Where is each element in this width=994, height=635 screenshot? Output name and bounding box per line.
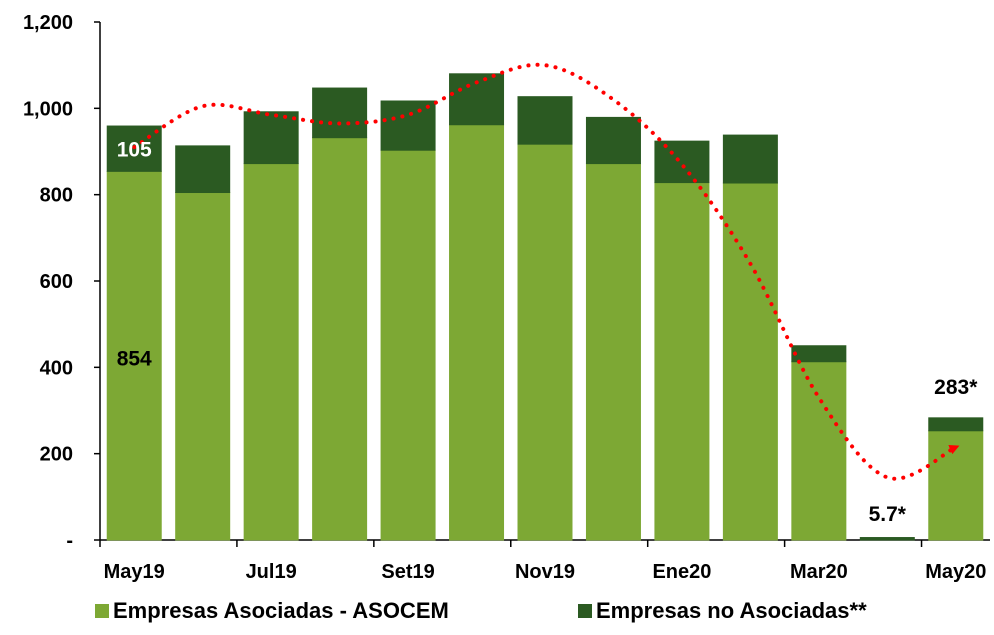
bar-asociadas <box>312 137 368 541</box>
bar-asociadas <box>175 192 231 541</box>
x-tick-label: May19 <box>104 561 165 583</box>
y-axis: - 200 400 600 800 1,000 1,200 <box>23 12 101 552</box>
bar-no-asociadas <box>791 345 847 363</box>
bar-asociadas <box>106 170 162 541</box>
data-label: 105 <box>117 138 152 161</box>
bar-asociadas <box>722 182 778 541</box>
legend-label-no-asociadas: Empresas no Asociadas** <box>596 598 867 623</box>
y-tick-label: 400 <box>40 357 73 379</box>
x-tick-label: Jul19 <box>246 561 297 583</box>
bar-asociadas <box>517 143 573 541</box>
y-tick-label: 200 <box>40 444 73 466</box>
bar-no-asociadas <box>585 116 641 165</box>
bar-asociadas <box>585 163 641 541</box>
bar-no-asociadas <box>175 145 231 194</box>
trend-path <box>132 62 960 481</box>
bar-no-asociadas <box>722 134 778 184</box>
bar-no-asociadas <box>243 111 299 165</box>
bar-asociadas <box>928 430 984 541</box>
bar-asociadas <box>791 361 847 541</box>
data-label: 5.7* <box>869 503 907 526</box>
x-tick-label: Ene20 <box>652 561 711 583</box>
x-tick-label: Nov19 <box>515 561 575 583</box>
bar-asociadas <box>449 124 505 541</box>
data-label: 283* <box>934 376 978 399</box>
data-label: 854 <box>117 348 152 371</box>
bars <box>106 73 984 541</box>
legend-item-no-asociadas: Empresas no Asociadas** <box>578 598 867 624</box>
y-tick-label: 1,200 <box>23 12 73 34</box>
y-tick-label: 1,000 <box>23 98 73 120</box>
legend-item-asociadas: Empresas Asociadas - ASOCEM <box>95 598 449 624</box>
bar-asociadas <box>243 163 299 541</box>
annotations: 105 854 5.7* 283* <box>117 138 978 526</box>
bar-no-asociadas <box>928 417 984 432</box>
legend-label-asociadas: Empresas Asociadas - ASOCEM <box>113 598 449 623</box>
x-tick-label: Set19 <box>381 561 434 583</box>
bar-asociadas <box>654 182 710 541</box>
trend-line <box>132 62 960 481</box>
y-tick-label: - <box>66 530 73 552</box>
bar-asociadas <box>380 149 436 541</box>
x-tick-label: May20 <box>925 561 986 583</box>
x-axis: May19 Jul19 Set19 Nov19 Ene20 Mar20 May20 <box>99 539 990 583</box>
x-tick-label: Mar20 <box>790 561 848 583</box>
bar-no-asociadas <box>859 537 915 541</box>
bar-no-asociadas <box>312 87 368 139</box>
bar-no-asociadas <box>380 100 436 151</box>
bar-no-asociadas <box>654 140 710 184</box>
legend-swatch-no-asociadas <box>578 604 592 618</box>
y-tick-label: 800 <box>40 185 73 207</box>
y-tick-label: 600 <box>40 271 73 293</box>
legend: Empresas Asociadas - ASOCEM Empresas no … <box>0 598 994 630</box>
bar-no-asociadas <box>517 96 573 145</box>
chart-plot: - 200 400 600 800 1,000 1,200 May19 Jul19 Set19 N… <box>23 12 990 583</box>
legend-swatch-asociadas <box>95 604 109 618</box>
